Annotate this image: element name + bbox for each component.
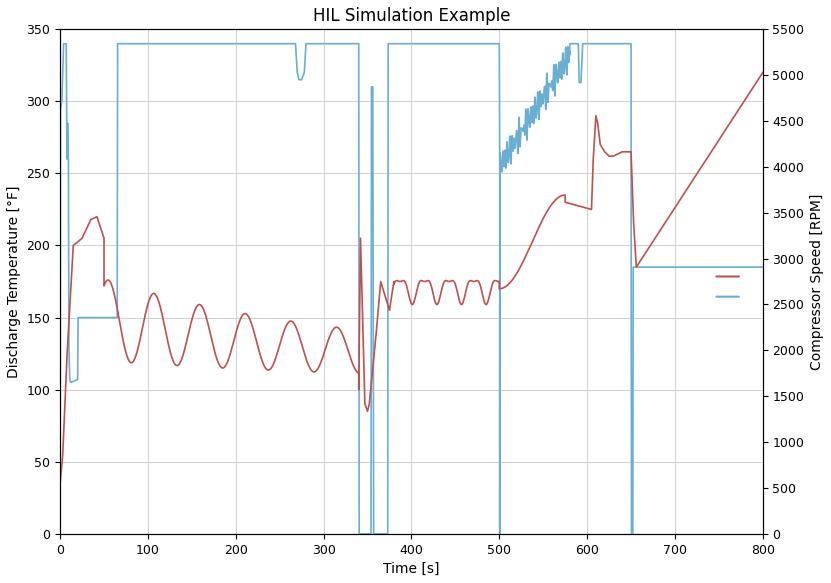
- Y-axis label: Compressor Speed [RPM]: Compressor Speed [RPM]: [810, 194, 824, 370]
- X-axis label: Time [s]: Time [s]: [383, 562, 440, 576]
- Y-axis label: Discharge Temperature [°F]: Discharge Temperature [°F]: [7, 185, 21, 378]
- Title: HIL Simulation Example: HIL Simulation Example: [312, 7, 510, 25]
